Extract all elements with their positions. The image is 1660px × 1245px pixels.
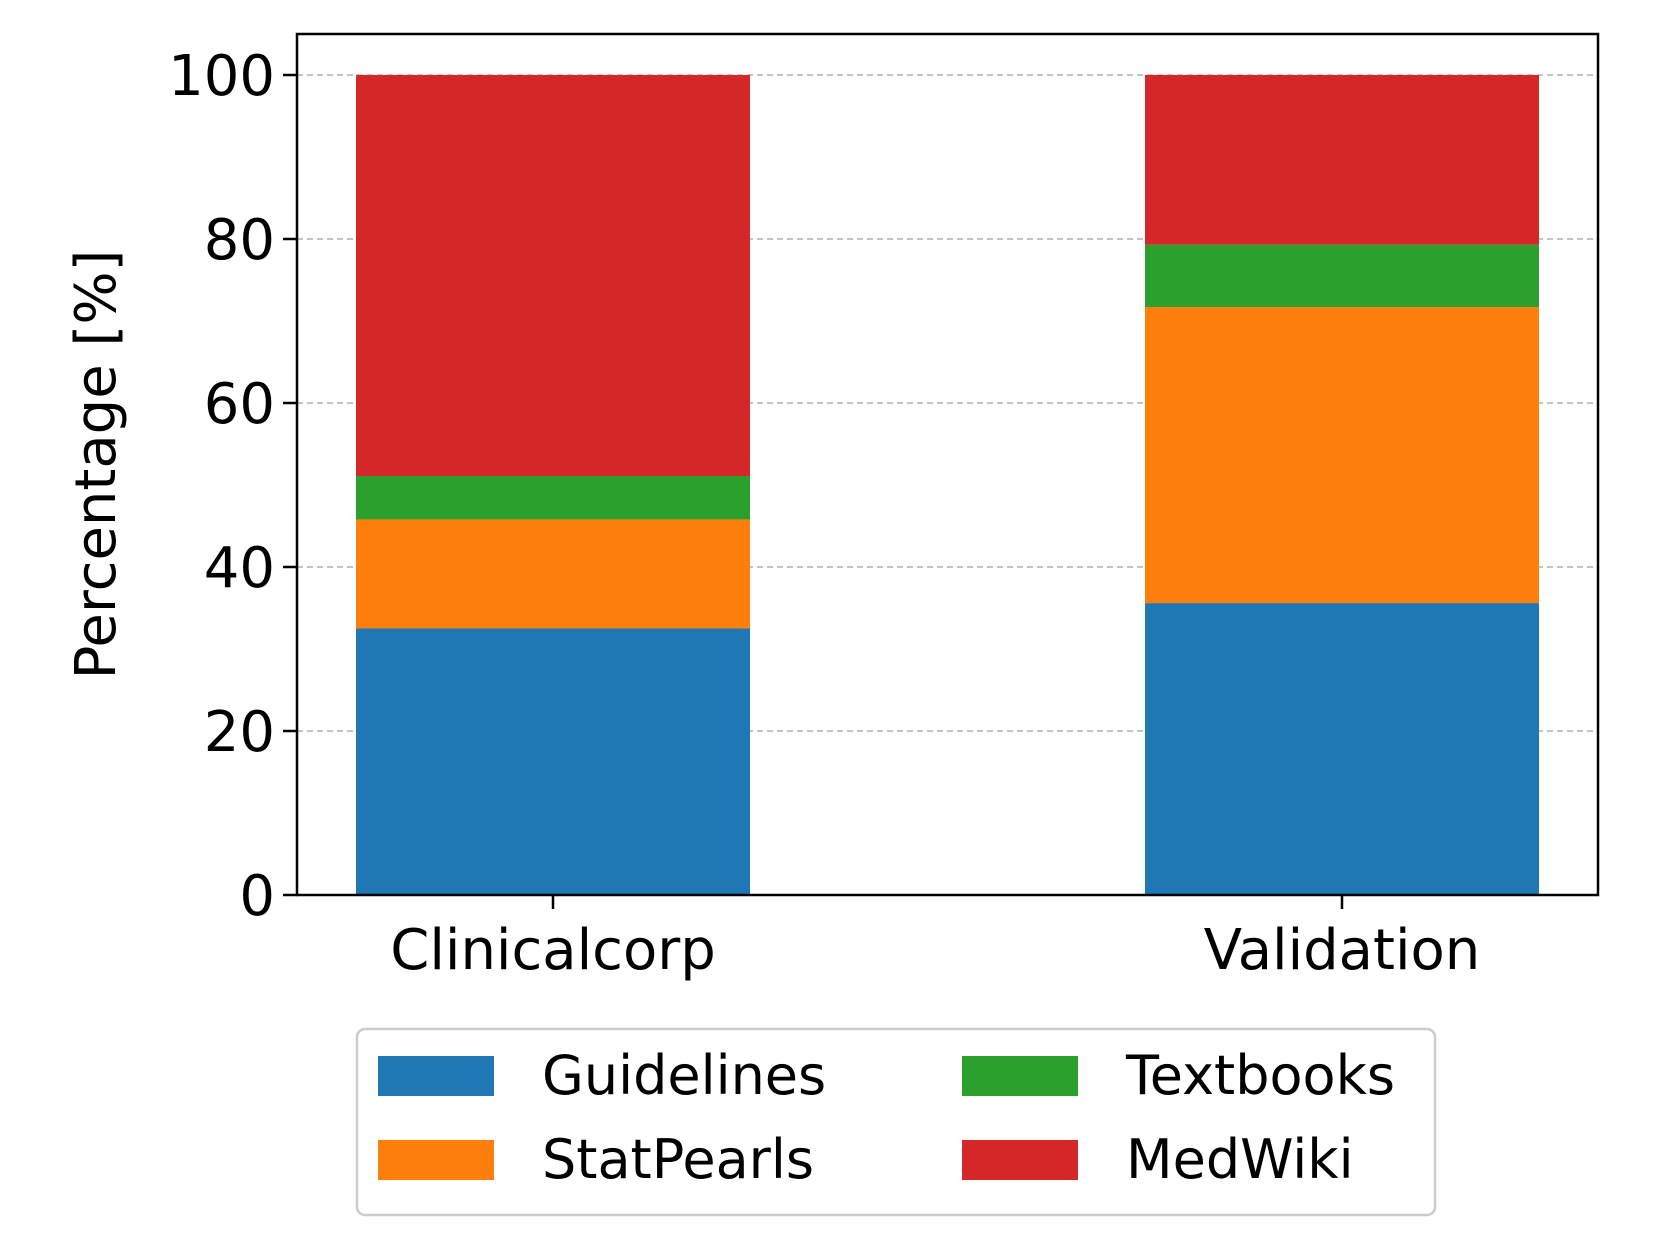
y-tick-label: 0 (239, 864, 275, 929)
bar-segment-medwiki-validation (1145, 75, 1539, 245)
y-tick-label: 60 (204, 372, 275, 437)
bars (356, 75, 1539, 895)
bar-segment-textbooks-validation (1145, 244, 1539, 308)
legend-swatch-medwiki (962, 1140, 1078, 1180)
x-tick-label: Clinicalcorp (390, 918, 716, 983)
legend-swatch-textbooks (962, 1056, 1078, 1096)
y-tick-label: 20 (204, 700, 275, 765)
bar-segment-statpearls-clinicalcorp (356, 519, 750, 629)
bar-segment-textbooks-clinicalcorp (356, 475, 750, 520)
y-tick-label: 40 (204, 536, 275, 601)
bar-segment-statpearls-validation (1145, 307, 1539, 604)
y-axis-title: Percentage [%] (64, 250, 129, 680)
legend-label-guidelines: Guidelines (542, 1044, 826, 1107)
y-tick-label: 100 (168, 44, 275, 109)
plot-frame (295, 32, 1600, 897)
legend-swatch-statpearls (378, 1140, 494, 1180)
legend-label-textbooks: Textbooks (1125, 1044, 1395, 1107)
y-axis: 0 20 40 60 80 100 (168, 44, 297, 929)
x-tick-label: Validation (1204, 918, 1481, 983)
x-axis: Clinicalcorp Validation (390, 895, 1480, 983)
bar-segment-guidelines-validation (1145, 603, 1539, 895)
legend-label-statpearls: StatPearls (542, 1128, 814, 1191)
legend-box (355, 1027, 1437, 1217)
legend: Guidelines StatPearls Textbooks MedWiki (355, 1027, 1437, 1217)
legend-swatch-guidelines (378, 1056, 494, 1096)
legend-label-medwiki: MedWiki (1126, 1128, 1354, 1191)
bar-segment-medwiki-clinicalcorp (356, 75, 750, 476)
y-tick-label: 80 (204, 208, 275, 273)
bar-segment-guidelines-clinicalcorp (356, 628, 750, 895)
